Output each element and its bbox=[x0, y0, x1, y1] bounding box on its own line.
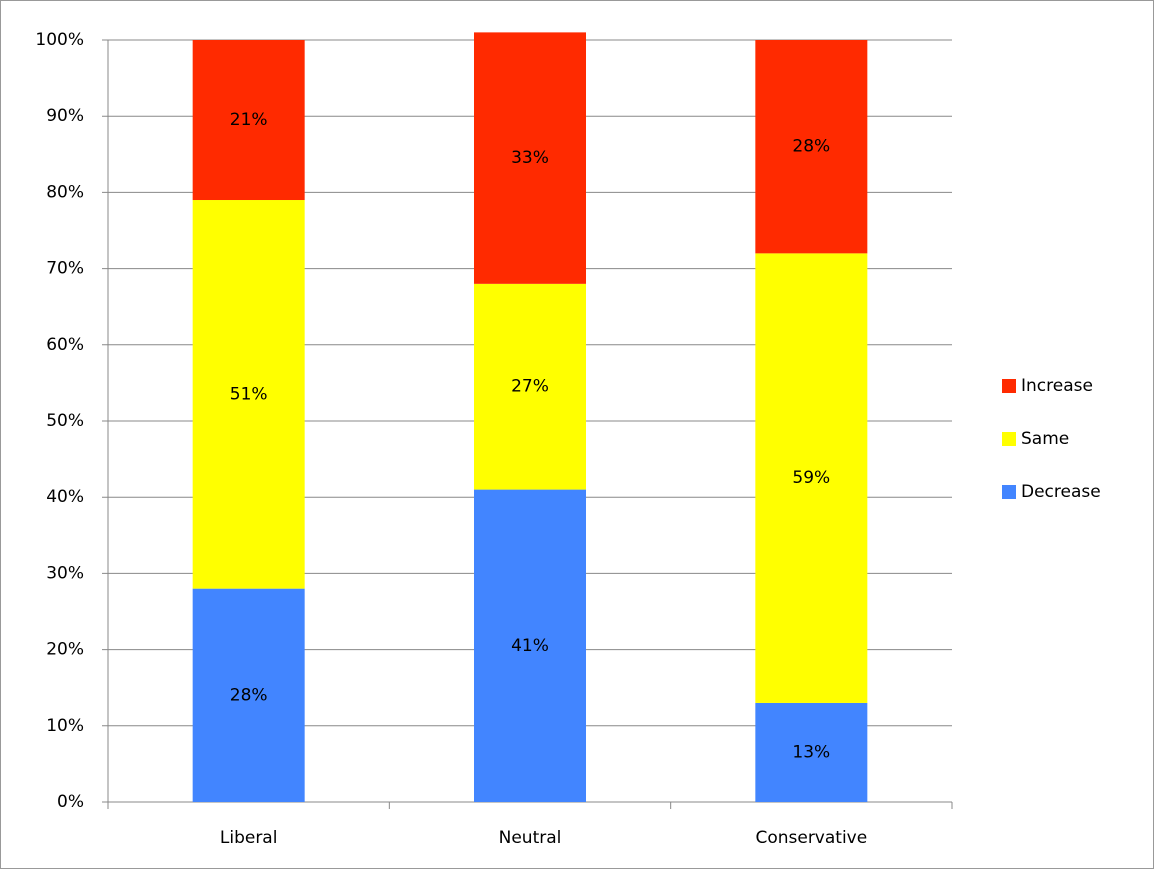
y-tick-label: 0% bbox=[57, 792, 84, 812]
bar-segment bbox=[474, 283, 586, 490]
legend-label: Decrease bbox=[1021, 482, 1101, 502]
bar-segment bbox=[474, 32, 586, 284]
legend-swatch bbox=[1002, 379, 1016, 393]
y-tick-label: 80% bbox=[46, 182, 84, 202]
data-label: 59% bbox=[792, 468, 830, 488]
bar-segment bbox=[755, 253, 868, 703]
y-tick-label: 90% bbox=[46, 106, 84, 126]
bar-segment bbox=[192, 588, 305, 802]
y-tick-label: 20% bbox=[46, 640, 84, 660]
data-label: 28% bbox=[792, 137, 830, 157]
x-tick-label: Conservative bbox=[755, 828, 867, 848]
y-tick-label: 30% bbox=[46, 563, 84, 583]
legend-swatch bbox=[1002, 485, 1016, 499]
y-tick-label: 70% bbox=[46, 259, 84, 279]
y-tick-label: 40% bbox=[46, 487, 84, 507]
data-label: 51% bbox=[230, 384, 268, 404]
bar-segment bbox=[192, 200, 305, 589]
legend-label: Same bbox=[1021, 429, 1069, 449]
data-label: 21% bbox=[230, 110, 268, 130]
bar-segment bbox=[474, 489, 586, 802]
y-tick-label: 100% bbox=[35, 30, 84, 50]
data-label: 13% bbox=[792, 742, 830, 762]
bar-segment bbox=[192, 40, 305, 201]
data-label: 33% bbox=[511, 148, 549, 168]
y-tick-label: 10% bbox=[46, 716, 84, 736]
legend-label: Increase bbox=[1021, 376, 1093, 396]
data-label: 27% bbox=[511, 377, 549, 397]
x-tick-label: Liberal bbox=[220, 828, 278, 848]
y-tick-label: 50% bbox=[46, 411, 84, 431]
data-label: 41% bbox=[511, 636, 549, 656]
y-tick-label: 60% bbox=[46, 335, 84, 355]
data-label: 28% bbox=[230, 685, 268, 705]
x-tick-label: Neutral bbox=[499, 828, 562, 848]
bar-segment bbox=[755, 40, 868, 254]
legend-swatch bbox=[1002, 432, 1016, 446]
bar-segment bbox=[755, 702, 868, 802]
